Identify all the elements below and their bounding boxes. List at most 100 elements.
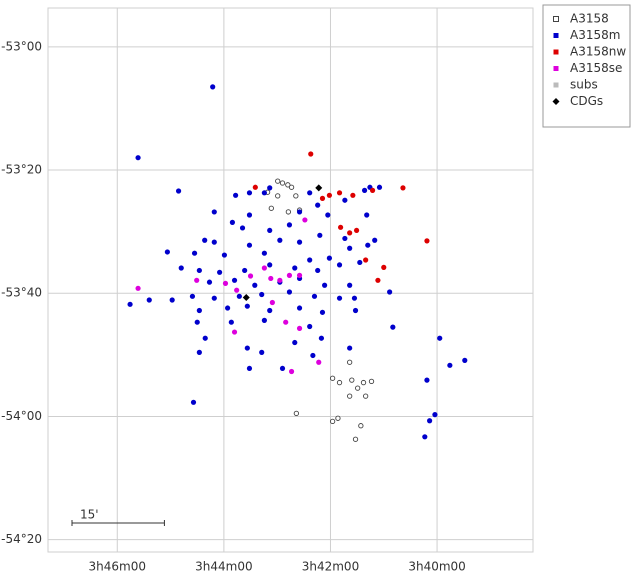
- point: [437, 335, 443, 341]
- point: [267, 307, 273, 314]
- point: [231, 277, 238, 283]
- point: [292, 265, 298, 271]
- point: [302, 217, 308, 223]
- legend-label: A3158: [570, 12, 609, 26]
- point: [246, 365, 253, 372]
- point: [351, 295, 358, 301]
- point: [228, 319, 234, 325]
- point: [316, 359, 322, 365]
- point: [268, 275, 274, 282]
- point: [318, 335, 325, 341]
- point: [236, 293, 242, 299]
- point: [231, 329, 238, 335]
- point: [259, 291, 265, 298]
- point: [202, 237, 208, 243]
- point: [296, 272, 303, 278]
- point: [390, 324, 396, 330]
- point: [368, 378, 375, 384]
- point: [206, 279, 213, 285]
- point: [336, 190, 343, 196]
- point: [335, 415, 341, 421]
- x-tick-label: 3h42m00: [302, 560, 359, 574]
- point: [358, 423, 364, 429]
- point: [360, 379, 367, 386]
- scale-bar-label: 15': [80, 508, 99, 522]
- point: [432, 412, 438, 418]
- point: [146, 297, 152, 303]
- y-tick-label: -54°00: [1, 409, 42, 423]
- y-tick-label: -53°20: [1, 163, 42, 177]
- point: [267, 185, 273, 191]
- point: [361, 187, 368, 193]
- y-tick-label: -53°40: [1, 286, 42, 300]
- point: [387, 289, 393, 295]
- point: [259, 349, 265, 355]
- point: [347, 345, 353, 351]
- point: [352, 307, 359, 314]
- point: [217, 269, 223, 275]
- point: [169, 297, 175, 303]
- point: [336, 262, 343, 268]
- point: [307, 257, 313, 263]
- point: [246, 212, 253, 218]
- point: [362, 393, 369, 399]
- point: [196, 307, 202, 314]
- legend-label: A3158m: [570, 28, 620, 42]
- point: [337, 224, 344, 230]
- point: [164, 249, 170, 255]
- point: [194, 277, 200, 283]
- plot-frame: [47, 7, 534, 553]
- point: [329, 375, 336, 381]
- point: [363, 257, 369, 263]
- point: [296, 209, 303, 215]
- point: [285, 182, 291, 188]
- point: [211, 295, 217, 301]
- point: [222, 280, 229, 286]
- point: [267, 227, 273, 234]
- y-tick-label: -54°20: [1, 532, 42, 546]
- point: [364, 212, 370, 218]
- legend-label: subs: [570, 78, 598, 92]
- point: [347, 245, 353, 251]
- point: [178, 265, 184, 271]
- point: [225, 305, 231, 311]
- point: [211, 239, 217, 245]
- point: [288, 368, 295, 375]
- point: [308, 151, 314, 157]
- point: [350, 192, 356, 198]
- point: [293, 410, 300, 417]
- point: [234, 287, 240, 293]
- point: [329, 418, 336, 425]
- point: [261, 265, 267, 271]
- point: [447, 362, 453, 368]
- point: [252, 282, 258, 288]
- point: [326, 255, 333, 261]
- point: [261, 317, 267, 323]
- point: [246, 190, 253, 196]
- point: [135, 155, 141, 161]
- point: [326, 192, 333, 198]
- point: [288, 184, 295, 190]
- point: [365, 242, 371, 248]
- point: [247, 273, 254, 279]
- point: [424, 377, 430, 383]
- point: [357, 259, 363, 266]
- point: [347, 393, 353, 399]
- legend-symbol: [553, 66, 559, 71]
- point: [400, 185, 406, 191]
- legend-symbol: [553, 16, 559, 22]
- point: [336, 295, 343, 301]
- point: [325, 212, 331, 218]
- point: [375, 277, 381, 283]
- point: [244, 303, 250, 309]
- x-tick-label: 3h46m00: [89, 560, 146, 574]
- point: [349, 377, 355, 383]
- legend-symbol: [553, 33, 559, 38]
- point: [286, 272, 293, 278]
- point: [242, 267, 248, 274]
- point: [229, 219, 236, 225]
- legend-symbol: [553, 82, 559, 88]
- point: [261, 190, 267, 196]
- point: [355, 385, 361, 391]
